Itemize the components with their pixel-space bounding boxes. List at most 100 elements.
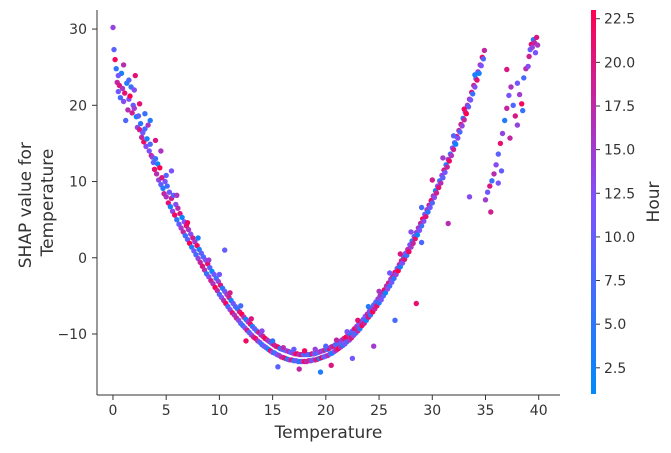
data-point [431,194,438,201]
data-point [280,345,286,351]
data-point [123,117,129,124]
data-point [112,56,118,63]
plot-area: 0 5 10 15 20 25 30 35 40 −10 0 10 20 30 [57,10,560,419]
data-point [119,85,126,92]
data-point [216,271,223,278]
data-point [184,220,191,226]
y-axis-title-line-1: SHAP value for [16,142,36,268]
data-point [125,107,131,113]
data-point [157,165,163,171]
data-point [333,337,340,343]
data-point [510,102,516,109]
data-point [413,300,419,307]
data-point [466,194,473,200]
data-point [153,171,160,177]
colorbar-tick-label: 15.0 [604,143,635,159]
y-tick-label: 20 [69,98,87,114]
y-axis-ticks: −10 0 10 20 30 [57,22,97,343]
data-point [135,113,142,119]
x-axis-ticks: 0 5 10 15 20 25 30 35 40 [109,395,548,419]
data-point [275,364,281,370]
colorbar-title: Hour [644,182,664,223]
data-point [159,175,165,181]
data-point [174,192,180,198]
y-tick-label: 0 [78,251,87,267]
data-point [175,205,181,211]
data-point [164,183,170,189]
data-point [470,91,476,97]
data-point [418,204,425,211]
data-point [433,190,440,196]
data-point [448,152,455,159]
data-point [476,70,482,77]
data-point [440,155,446,161]
data-point [147,117,153,124]
data-point [222,247,228,253]
data-point [152,137,159,144]
data-point [525,63,531,70]
data-point [534,42,541,48]
data-point [450,146,457,153]
data-point [147,141,153,147]
data-point [259,328,265,334]
colorbar-gradient [591,10,596,394]
data-point [521,75,527,81]
data-point [444,164,450,170]
data-point [465,104,472,110]
data-point [142,111,148,117]
data-point [248,316,254,322]
y-tick-label: 10 [69,175,87,191]
colorbar-ticks: 2.5 5.0 7.5 10.0 12.5 15.0 17.5 20.0 22.5 [596,12,635,377]
data-point [478,62,484,69]
data-point [392,317,398,323]
data-point [115,88,122,95]
data-point [344,329,350,335]
data-point [136,101,143,107]
data-point [489,178,495,184]
data-point [143,143,149,150]
data-point [445,220,451,227]
data-point [120,62,127,68]
data-point [206,257,212,263]
x-tick-label: 10 [210,403,228,419]
data-point [397,251,403,257]
colorbar-tick-label: 22.5 [604,12,635,28]
y-axis-title-line-2: Temperature [38,149,58,258]
colorbar-tick-label: 12.5 [604,186,635,202]
data-point [453,141,459,147]
data-point [472,72,478,78]
data-point [406,249,412,255]
data-point [168,168,175,174]
data-point [504,105,510,112]
data-point [418,239,425,246]
data-point [113,66,119,72]
data-point [291,346,297,352]
data-point [482,197,489,203]
data-point [532,50,539,56]
data-point [480,56,487,62]
data-point [160,185,166,192]
data-point [498,168,505,174]
colorbar-tick-label: 7.5 [604,274,626,290]
data-point [142,126,148,132]
data-point [126,77,132,83]
x-tick-label: 40 [530,403,548,419]
data-point [172,212,178,218]
data-point [163,194,169,200]
data-point [146,148,152,154]
data-point [495,180,501,186]
x-tick-label: 15 [264,403,282,419]
data-point [474,77,480,83]
data-point [127,93,133,99]
x-tick-label: 35 [477,403,495,419]
data-point [520,107,526,114]
y-tick-label: 30 [69,22,87,38]
x-tick-label: 0 [109,403,118,419]
data-point [110,24,116,31]
data-point [122,90,128,96]
data-point [131,87,137,93]
x-axis-title: Temperature [274,423,383,443]
x-tick-label: 5 [162,403,171,419]
x-tick-label: 30 [423,403,441,419]
data-point [472,84,478,90]
